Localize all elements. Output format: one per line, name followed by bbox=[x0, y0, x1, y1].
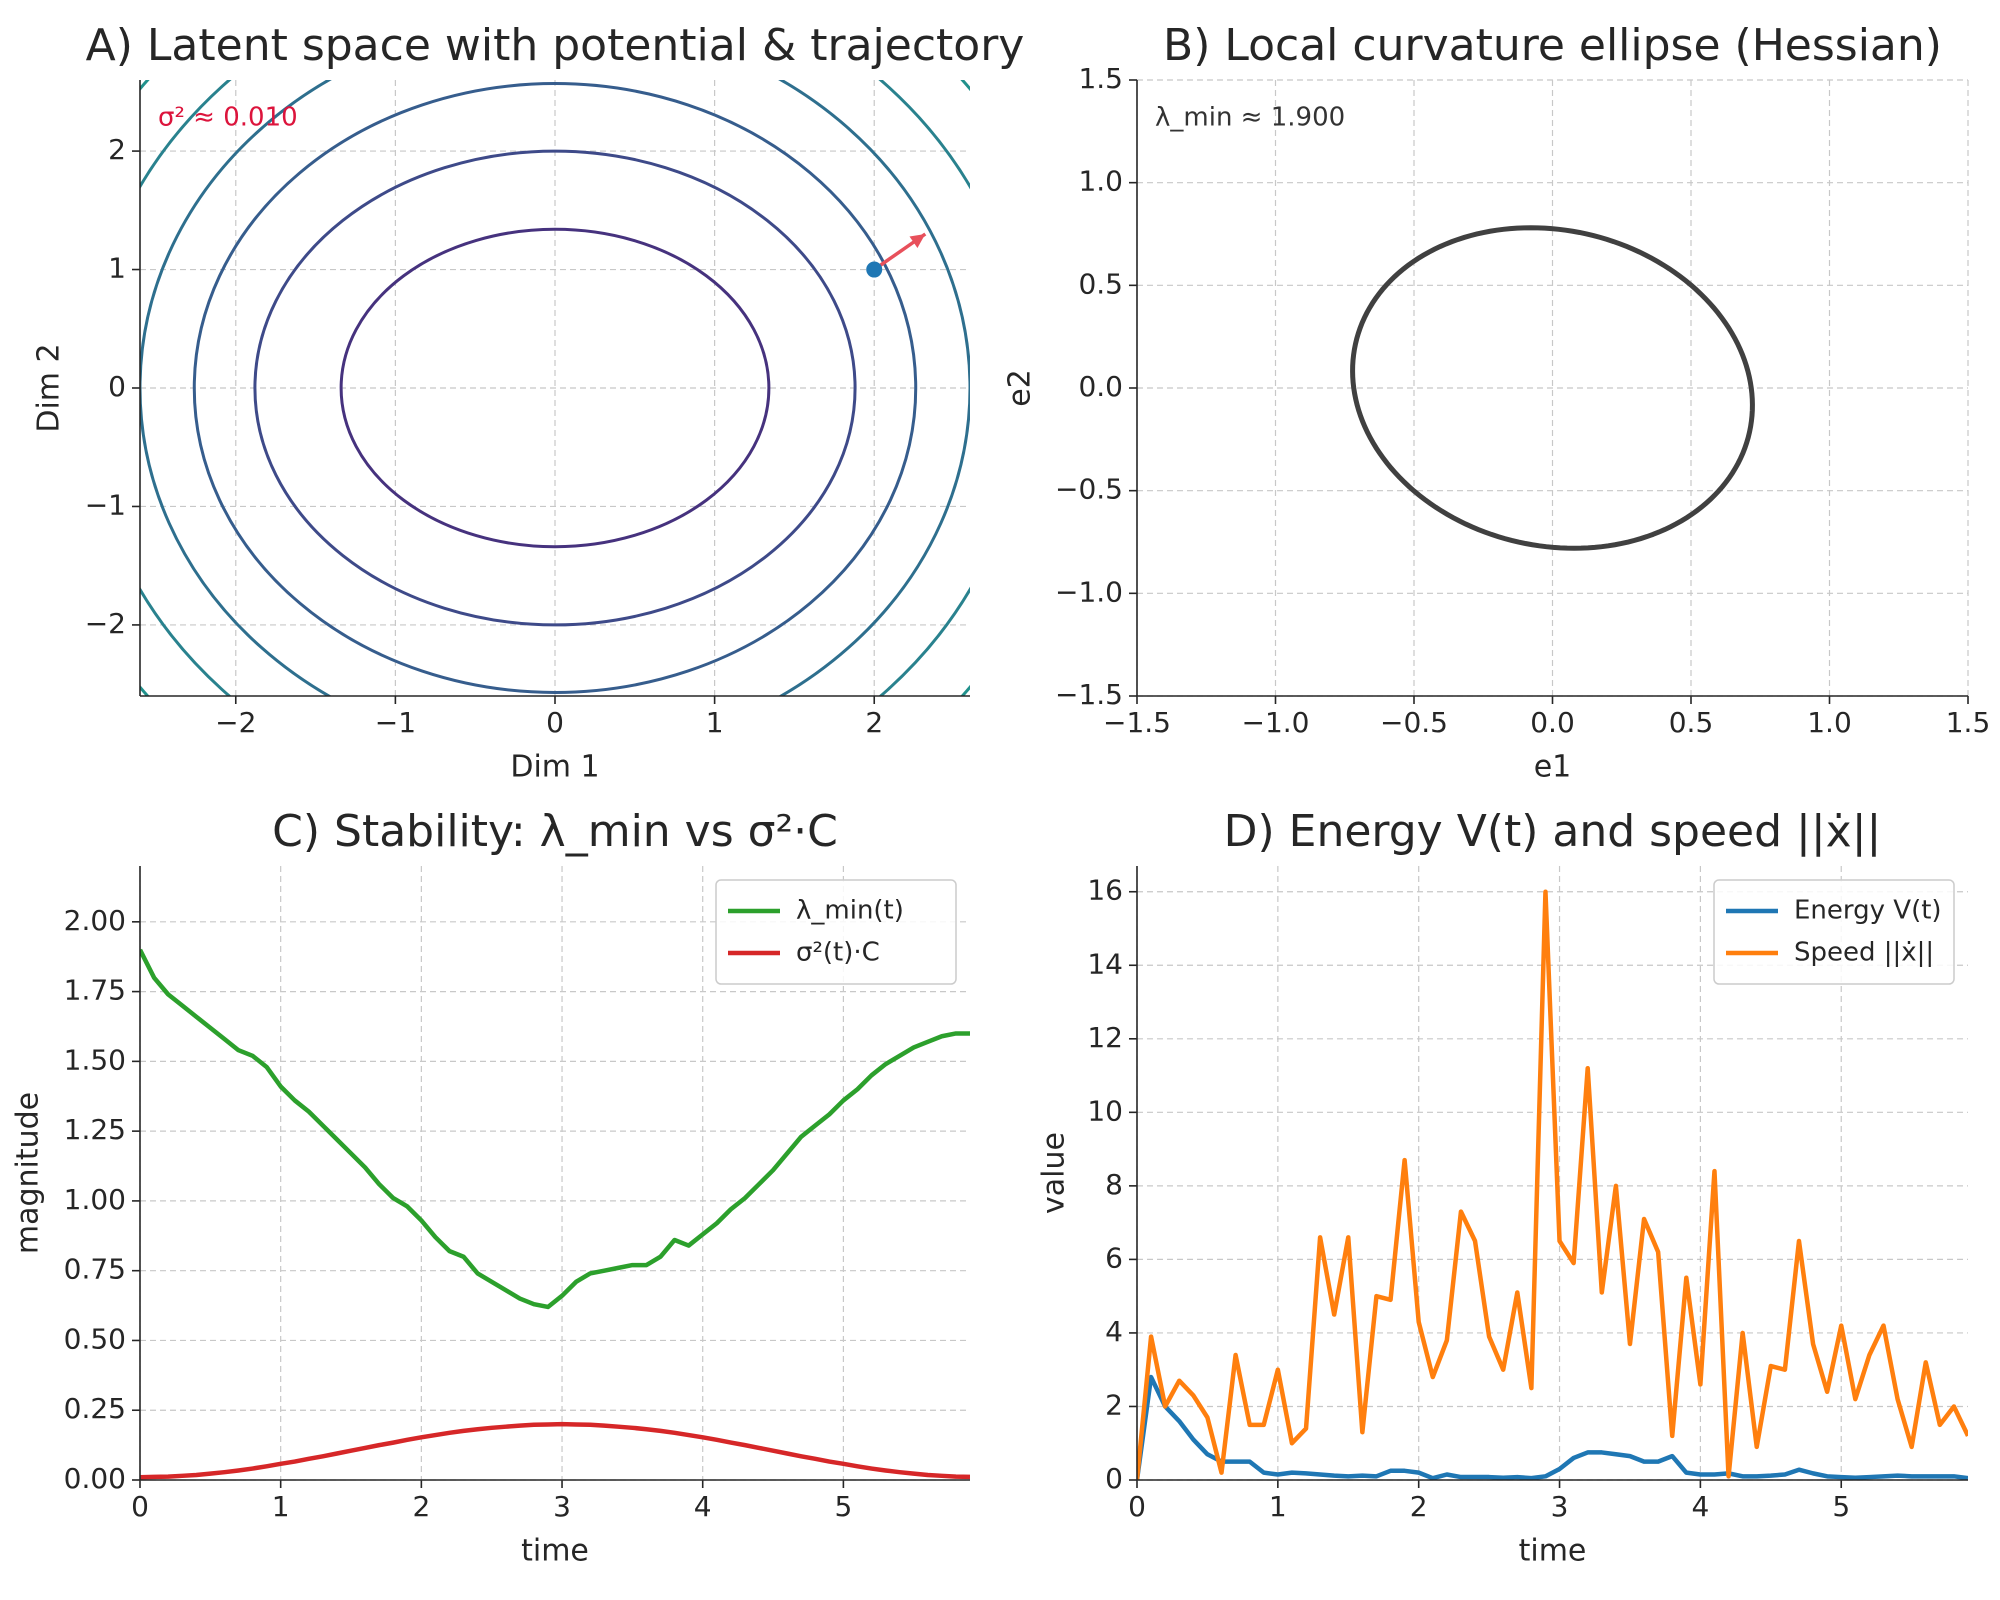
x-tick-label: 0.5 bbox=[1669, 706, 1714, 739]
y-tick-label: 0.50 bbox=[64, 1322, 126, 1355]
annotation: λ_min ≈ 1.900 bbox=[1155, 103, 1345, 133]
y-axis-label: magnitude bbox=[11, 1092, 46, 1254]
x-axis-label: time bbox=[521, 1534, 589, 1569]
y-tick-label: 0.25 bbox=[64, 1392, 126, 1425]
y-tick-label: 0.0 bbox=[1078, 370, 1123, 403]
y-tick-label: 0.75 bbox=[64, 1253, 126, 1286]
x-axis-label: Dim 1 bbox=[510, 750, 599, 785]
legend: λ_min(t) σ²(t)·C bbox=[715, 879, 957, 985]
series-line bbox=[140, 1421, 970, 1480]
x-tick-label: −1.0 bbox=[1242, 706, 1310, 739]
curvature-ellipse bbox=[1350, 225, 1755, 551]
y-tick-label: −2 bbox=[85, 607, 126, 640]
x-tick-label: 4 bbox=[694, 1490, 712, 1523]
y-tick-label: 1.00 bbox=[64, 1183, 126, 1216]
x-tick-label: 3 bbox=[553, 1490, 571, 1523]
subplot-title: A) Latent space with potential & traject… bbox=[86, 20, 1025, 71]
contour-line bbox=[339, 227, 771, 549]
x-tick-label: 5 bbox=[834, 1490, 852, 1523]
y-axis-label: Dim 2 bbox=[32, 343, 67, 432]
series-line bbox=[140, 948, 970, 1310]
x-tick-label: 2 bbox=[412, 1490, 430, 1523]
contour-line bbox=[253, 149, 857, 627]
y-tick-label: 0.00 bbox=[64, 1462, 126, 1495]
y-tick-label: 1.25 bbox=[64, 1113, 126, 1146]
x-tick-label: 0 bbox=[546, 706, 564, 739]
series-line bbox=[1137, 1374, 1968, 1480]
x-tick-label: −2 bbox=[215, 706, 256, 739]
x-tick-label: −1.5 bbox=[1103, 706, 1171, 739]
legend: Energy V(t) Speed ||ẋ|| bbox=[1713, 879, 1955, 985]
y-tick-label: 1 bbox=[108, 252, 126, 285]
y-axis-label: e2 bbox=[1003, 369, 1038, 407]
y-tick-label: 2.00 bbox=[64, 904, 126, 937]
y-tick-label: −1.5 bbox=[1055, 678, 1123, 711]
y-tick-label: −1.0 bbox=[1055, 575, 1123, 608]
x-tick-label: 3 bbox=[1551, 1490, 1569, 1523]
x-tick-label: 4 bbox=[1691, 1490, 1709, 1523]
y-tick-label: 4 bbox=[1105, 1315, 1123, 1348]
x-tick-label: 0 bbox=[1128, 1490, 1146, 1523]
y-tick-label: 16 bbox=[1087, 874, 1123, 907]
y-tick-label: 1.0 bbox=[1078, 165, 1123, 198]
x-tick-label: −0.5 bbox=[1380, 706, 1448, 739]
subplot-title: C) Stability: λ_min vs σ²·C bbox=[272, 806, 838, 857]
y-tick-label: 1.75 bbox=[64, 974, 126, 1007]
x-axis-label: e1 bbox=[1534, 750, 1572, 785]
legend-label: λ_min(t) bbox=[796, 896, 904, 926]
annotation: σ² ≈ 0.010 bbox=[158, 103, 298, 133]
x-tick-label: 2 bbox=[865, 706, 883, 739]
y-tick-label: −0.5 bbox=[1055, 473, 1123, 506]
x-axis-label: time bbox=[1519, 1534, 1587, 1569]
y-tick-label: 8 bbox=[1105, 1168, 1123, 1201]
legend-label: σ²(t)·C bbox=[796, 938, 880, 968]
subplot-title: B) Local curvature ellipse (Hessian) bbox=[1163, 20, 1942, 71]
legend-label: Energy V(t) bbox=[1794, 896, 1942, 926]
y-tick-label: −1 bbox=[85, 488, 126, 521]
legend-box bbox=[1713, 879, 1955, 985]
x-tick-label: 1 bbox=[706, 706, 724, 739]
legend-box bbox=[715, 879, 957, 985]
y-tick-label: 0.5 bbox=[1078, 267, 1123, 300]
subplot: D) Energy V(t) and speed ||ẋ|| time value 0… bbox=[1037, 806, 1968, 1569]
x-tick-label: 2 bbox=[1410, 1490, 1428, 1523]
x-tick-label: 1.5 bbox=[1946, 706, 1991, 739]
y-tick-label: 14 bbox=[1087, 947, 1123, 980]
y-tick-label: 2 bbox=[108, 133, 126, 166]
x-tick-label: −1 bbox=[375, 706, 416, 739]
series-line bbox=[1137, 889, 1968, 1480]
subplot: C) Stability: λ_min vs σ²·C time magnitude… bbox=[11, 806, 970, 1569]
lines bbox=[140, 948, 970, 1480]
subplot: B) Local curvature ellipse (Hessian) e1 e2… bbox=[1003, 20, 1991, 785]
y-axis-label: value bbox=[1037, 1132, 1072, 1214]
x-tick-label: 1 bbox=[1269, 1490, 1287, 1523]
y-tick-label: 2 bbox=[1105, 1388, 1123, 1421]
x-tick-label: 1 bbox=[272, 1490, 290, 1523]
y-tick-label: 12 bbox=[1087, 1021, 1123, 1054]
legend-label: Speed ||ẋ|| bbox=[1794, 938, 1934, 968]
x-tick-label: 1.0 bbox=[1807, 706, 1852, 739]
y-tick-label: 6 bbox=[1105, 1241, 1123, 1274]
y-tick-label: 10 bbox=[1087, 1094, 1123, 1127]
subplot-title: D) Energy V(t) and speed ||ẋ|| bbox=[1224, 806, 1882, 857]
y-tick-label: 0 bbox=[1105, 1462, 1123, 1495]
contour-line bbox=[192, 82, 918, 694]
contours bbox=[140, 80, 970, 696]
arrow-head bbox=[909, 234, 926, 248]
current-point bbox=[866, 261, 883, 278]
y-tick-label: 1.50 bbox=[64, 1043, 126, 1076]
x-tick-label: 0 bbox=[131, 1490, 149, 1523]
subplot: A) Latent space with potential & traject… bbox=[32, 20, 1025, 785]
x-tick-label: 5 bbox=[1832, 1490, 1850, 1523]
y-tick-label: 0 bbox=[108, 370, 126, 403]
y-tick-label: 1.5 bbox=[1078, 62, 1123, 95]
x-tick-label: 0.0 bbox=[1530, 706, 1575, 739]
lines bbox=[1137, 889, 1968, 1480]
